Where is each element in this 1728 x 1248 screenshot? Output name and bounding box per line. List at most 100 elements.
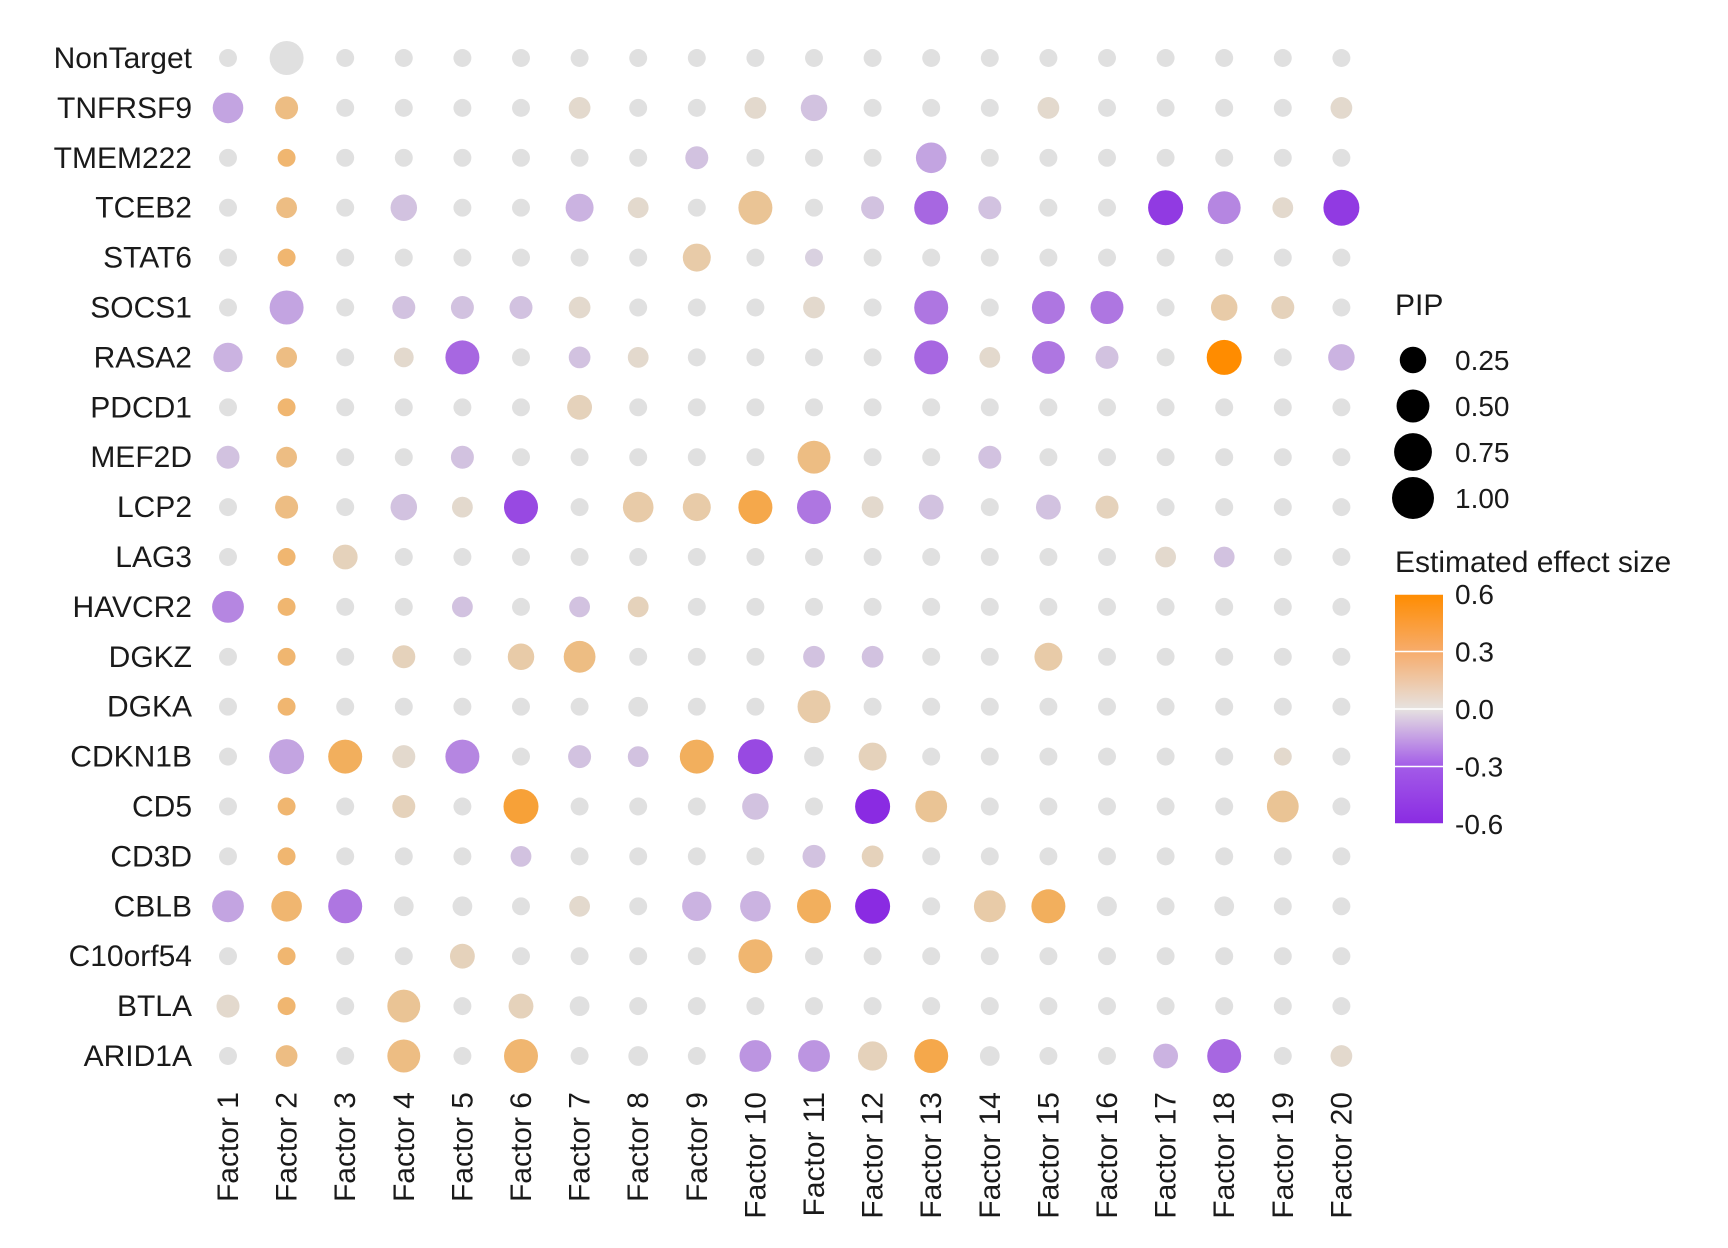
row-label: BTLA: [117, 990, 192, 1023]
dot: [570, 248, 589, 267]
dot: [512, 98, 530, 117]
dot: [512, 448, 530, 467]
dot: [914, 290, 949, 325]
dot: [1215, 997, 1234, 1016]
dot: [1273, 548, 1292, 566]
dot: [628, 1046, 649, 1066]
dot: [1273, 947, 1292, 966]
dot: [336, 248, 355, 267]
dot: [687, 697, 706, 716]
dot: [216, 994, 240, 1018]
dot: [277, 697, 296, 716]
dot: [679, 739, 714, 774]
dot: [1156, 797, 1175, 816]
dot: [1273, 398, 1292, 417]
dot: [394, 248, 413, 267]
column-label: Factor 2: [271, 1092, 304, 1202]
dot: [629, 797, 648, 816]
dot: [802, 844, 826, 868]
dot: [980, 548, 999, 566]
dot: [1039, 797, 1058, 816]
dot: [1215, 797, 1234, 816]
dot: [629, 548, 648, 566]
dot: [1035, 494, 1061, 520]
dot: [1215, 398, 1234, 417]
pip-legend-dot: [1392, 477, 1434, 519]
dot: [1323, 189, 1360, 226]
dot: [861, 496, 884, 518]
dot: [627, 596, 649, 618]
column-label: Factor 20: [1325, 1092, 1358, 1219]
column-label: Factor 15: [1032, 1092, 1065, 1219]
dot: [857, 1041, 888, 1071]
dot: [570, 448, 589, 467]
dot: [1153, 1043, 1179, 1069]
colorbar-tick-label: 0.0: [1455, 694, 1494, 725]
dot: [1098, 847, 1116, 866]
row-label: MEF2D: [90, 441, 192, 474]
dot: [805, 597, 823, 616]
dot: [504, 1039, 538, 1073]
dot: [563, 640, 596, 673]
dot: [568, 296, 591, 319]
dot: [1332, 448, 1351, 467]
dot: [512, 198, 530, 217]
dot: [1328, 344, 1355, 371]
dot: [1215, 148, 1234, 167]
dot: [1156, 148, 1175, 167]
dot: [739, 1040, 772, 1072]
dot: [922, 897, 941, 916]
dot: [1039, 548, 1058, 566]
dot: [390, 194, 418, 221]
dot: [980, 298, 999, 317]
dot: [1098, 448, 1116, 467]
dot: [336, 348, 355, 367]
dot: [275, 96, 299, 120]
dot: [394, 548, 413, 566]
dot: [453, 548, 472, 566]
dot: [570, 49, 589, 67]
dot: [738, 490, 773, 525]
dot: [219, 398, 237, 417]
dot: [746, 49, 765, 67]
dot: [212, 92, 244, 124]
dot: [269, 41, 304, 75]
dot: [570, 548, 589, 566]
dot: [453, 697, 472, 716]
dot: [687, 597, 706, 616]
dot: [277, 997, 296, 1016]
dot: [1156, 647, 1175, 666]
dot: [336, 98, 355, 117]
effect-colorbar-ticks: 0.6 0.3 0.0 -0.3 -0.6: [1395, 579, 1503, 840]
dot: [746, 398, 765, 417]
dot: [863, 348, 882, 367]
dot: [219, 498, 237, 517]
dot: [1273, 248, 1292, 267]
dot: [804, 746, 824, 767]
dot: [336, 597, 355, 616]
dot: [805, 797, 823, 816]
row-label: TMEM222: [54, 142, 192, 175]
dot: [213, 342, 243, 373]
dot: [1332, 847, 1351, 866]
dot: [568, 346, 591, 369]
dot: [1031, 340, 1065, 374]
dot: [746, 448, 765, 467]
dot: [980, 797, 999, 816]
dot: [805, 49, 823, 67]
dot: [336, 697, 355, 716]
dot: [1332, 148, 1351, 167]
dot: [1039, 997, 1058, 1016]
dot: [453, 148, 472, 167]
dot: [336, 398, 355, 417]
dot: [1156, 348, 1175, 367]
row-label: LCP2: [117, 491, 192, 524]
dot: [219, 198, 237, 217]
dot: [915, 790, 948, 823]
dot: [805, 248, 823, 267]
row-label: DGKA: [107, 691, 192, 724]
dot: [922, 697, 941, 716]
dot: [452, 596, 473, 618]
dot: [687, 947, 706, 966]
